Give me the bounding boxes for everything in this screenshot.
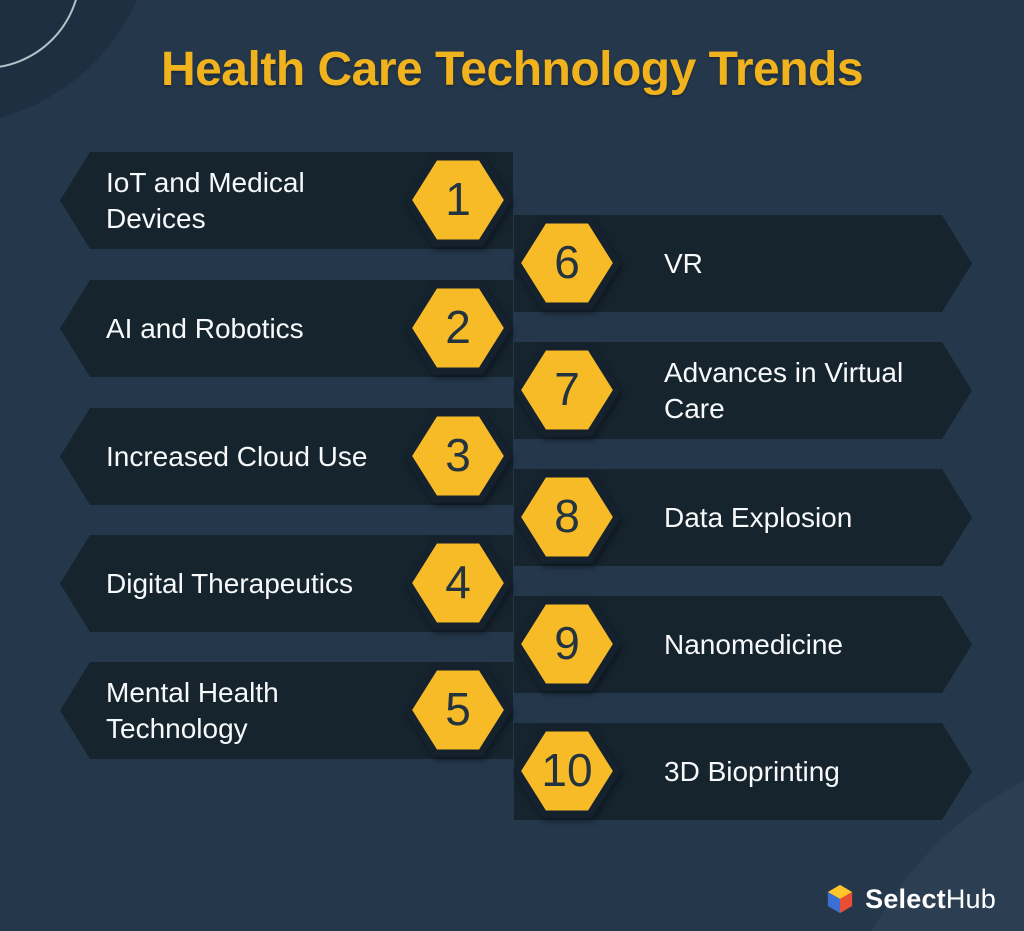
trend-label: 3D Bioprinting: [664, 755, 840, 787]
cube-icon: [827, 884, 853, 914]
trend-label: Advances in Virtual Care: [664, 356, 904, 424]
page-title: Health Care Technology Trends: [160, 43, 864, 96]
trend-number: 3: [445, 429, 471, 481]
trend-number-badge: 10: [511, 720, 623, 822]
trend-number: 7: [554, 363, 580, 415]
trend-number-badge: 8: [511, 466, 623, 568]
hexagon-icon: [513, 216, 621, 310]
hexagon-icon: [404, 153, 512, 247]
trend-row-4: Digital Therapeutics 4: [60, 535, 513, 632]
trend-number-badge: 2: [402, 277, 514, 379]
logo-text: SelectHub: [865, 884, 996, 915]
hexagon-icon: [513, 724, 621, 818]
trend-number: 4: [445, 556, 471, 608]
hexagon-icon: [513, 343, 621, 437]
trend-row-7: Advances in Virtual Care 7: [511, 339, 972, 441]
trend-number-badge: 7: [511, 339, 623, 441]
hexagon-icon: [404, 536, 512, 630]
trend-row-1: IoT and Medical Devices 1: [60, 152, 513, 249]
hexagon-icon: [404, 663, 512, 757]
trend-number-badge: 9: [511, 593, 623, 695]
trend-label: Digital Therapeutics: [106, 567, 353, 599]
trend-row-5: Mental Health Technology 5: [60, 662, 513, 759]
trend-label: Data Explosion: [664, 501, 853, 533]
trend-row-8: Data Explosion 8: [511, 466, 972, 568]
trend-number: 1: [445, 173, 471, 225]
trend-number: 6: [554, 236, 580, 288]
hexagon-icon: [513, 597, 621, 691]
trend-row-3: Increased Cloud Use 3: [60, 408, 513, 505]
trend-label: Nanomedicine: [664, 628, 843, 660]
trend-label: AI and Robotics: [106, 312, 304, 344]
trend-label: IoT and Medical Devices: [106, 166, 305, 234]
trend-number: 2: [445, 301, 471, 353]
trend-label: Mental Health Technology: [106, 676, 279, 744]
trend-number-badge: 3: [402, 405, 514, 507]
logo-text-bold: Select: [865, 883, 946, 914]
trend-number-badge: 1: [402, 149, 514, 251]
selecthub-logo: SelectHub: [824, 883, 996, 915]
hexagon-icon: [404, 409, 512, 503]
trend-number: 9: [554, 617, 580, 669]
trend-number: 5: [445, 683, 471, 735]
trend-row-9: Nanomedicine 9: [511, 593, 972, 695]
trend-number-badge: 5: [402, 659, 514, 761]
trend-row-6: VR 6: [511, 212, 972, 314]
trend-number: 8: [554, 490, 580, 542]
hexagon-icon: [404, 281, 512, 375]
trend-row-2: AI and Robotics 2: [60, 280, 513, 377]
trend-row-10: 3D Bioprinting 10: [511, 720, 972, 822]
trend-number-badge: 4: [402, 532, 514, 634]
trend-number: 10: [541, 744, 593, 796]
trend-number-badge: 6: [511, 212, 623, 314]
trend-label: VR: [664, 247, 703, 279]
logo-text-light: Hub: [945, 883, 996, 914]
trend-label: Increased Cloud Use: [106, 440, 368, 472]
hexagon-icon: [513, 470, 621, 564]
